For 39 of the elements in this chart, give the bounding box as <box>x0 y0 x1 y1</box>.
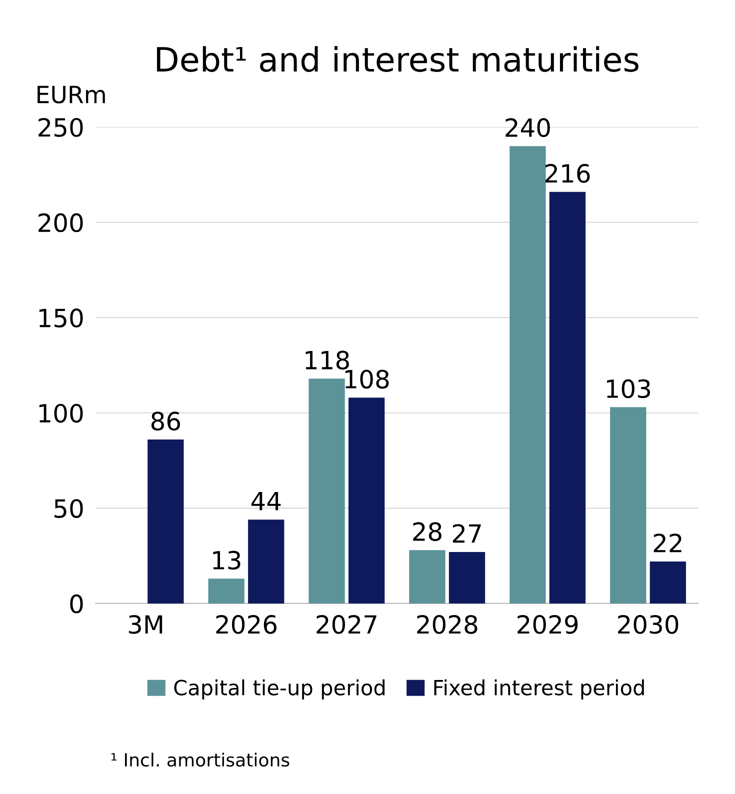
bar <box>348 398 385 604</box>
data-label: 27 <box>452 524 481 543</box>
data-label: 240 <box>506 118 550 138</box>
bar <box>448 552 486 604</box>
bar <box>510 146 546 604</box>
y-axis-title: EURm <box>38 86 105 104</box>
y-tick-label: 200 <box>38 213 83 232</box>
bar <box>409 550 446 604</box>
y-tick-label: 100 <box>39 404 83 423</box>
x-tick-label: 2026 <box>216 614 276 634</box>
x-tick-label: 2028 <box>417 614 478 634</box>
y-tick-label: 0 <box>70 594 83 614</box>
legend-label: Fixed interest period <box>434 679 644 700</box>
bar <box>308 378 345 604</box>
data-label: 216 <box>545 164 590 183</box>
bar <box>148 440 184 604</box>
data-label: 118 <box>306 350 349 370</box>
bar <box>549 192 586 604</box>
data-label: 108 <box>345 370 389 389</box>
x-tick-label: 2027 <box>316 614 376 634</box>
data-label: 22 <box>654 534 682 552</box>
x-tick-label: 2030 <box>618 614 678 634</box>
x-tick-label: 3M <box>128 614 162 634</box>
data-label: 103 <box>607 379 650 398</box>
text: ¹ Incl. amortisations <box>111 752 290 767</box>
data-label: 44 <box>251 492 281 510</box>
legend-label: Capital tie-up period <box>174 679 385 700</box>
bar <box>610 407 646 604</box>
data-label: 13 <box>213 550 240 570</box>
bar <box>208 578 244 604</box>
y-tick-label: 250 <box>38 118 83 137</box>
bar <box>650 562 686 604</box>
data-label: 86 <box>151 412 180 431</box>
bar <box>248 520 284 604</box>
x-tick-label: 2029 <box>518 614 578 634</box>
y-tick-label: 50 <box>54 499 83 518</box>
chart-title: Debt¹ and interest maturities <box>156 46 638 72</box>
y-tick-label: 150 <box>39 308 83 328</box>
data-label: 28 <box>413 522 442 542</box>
